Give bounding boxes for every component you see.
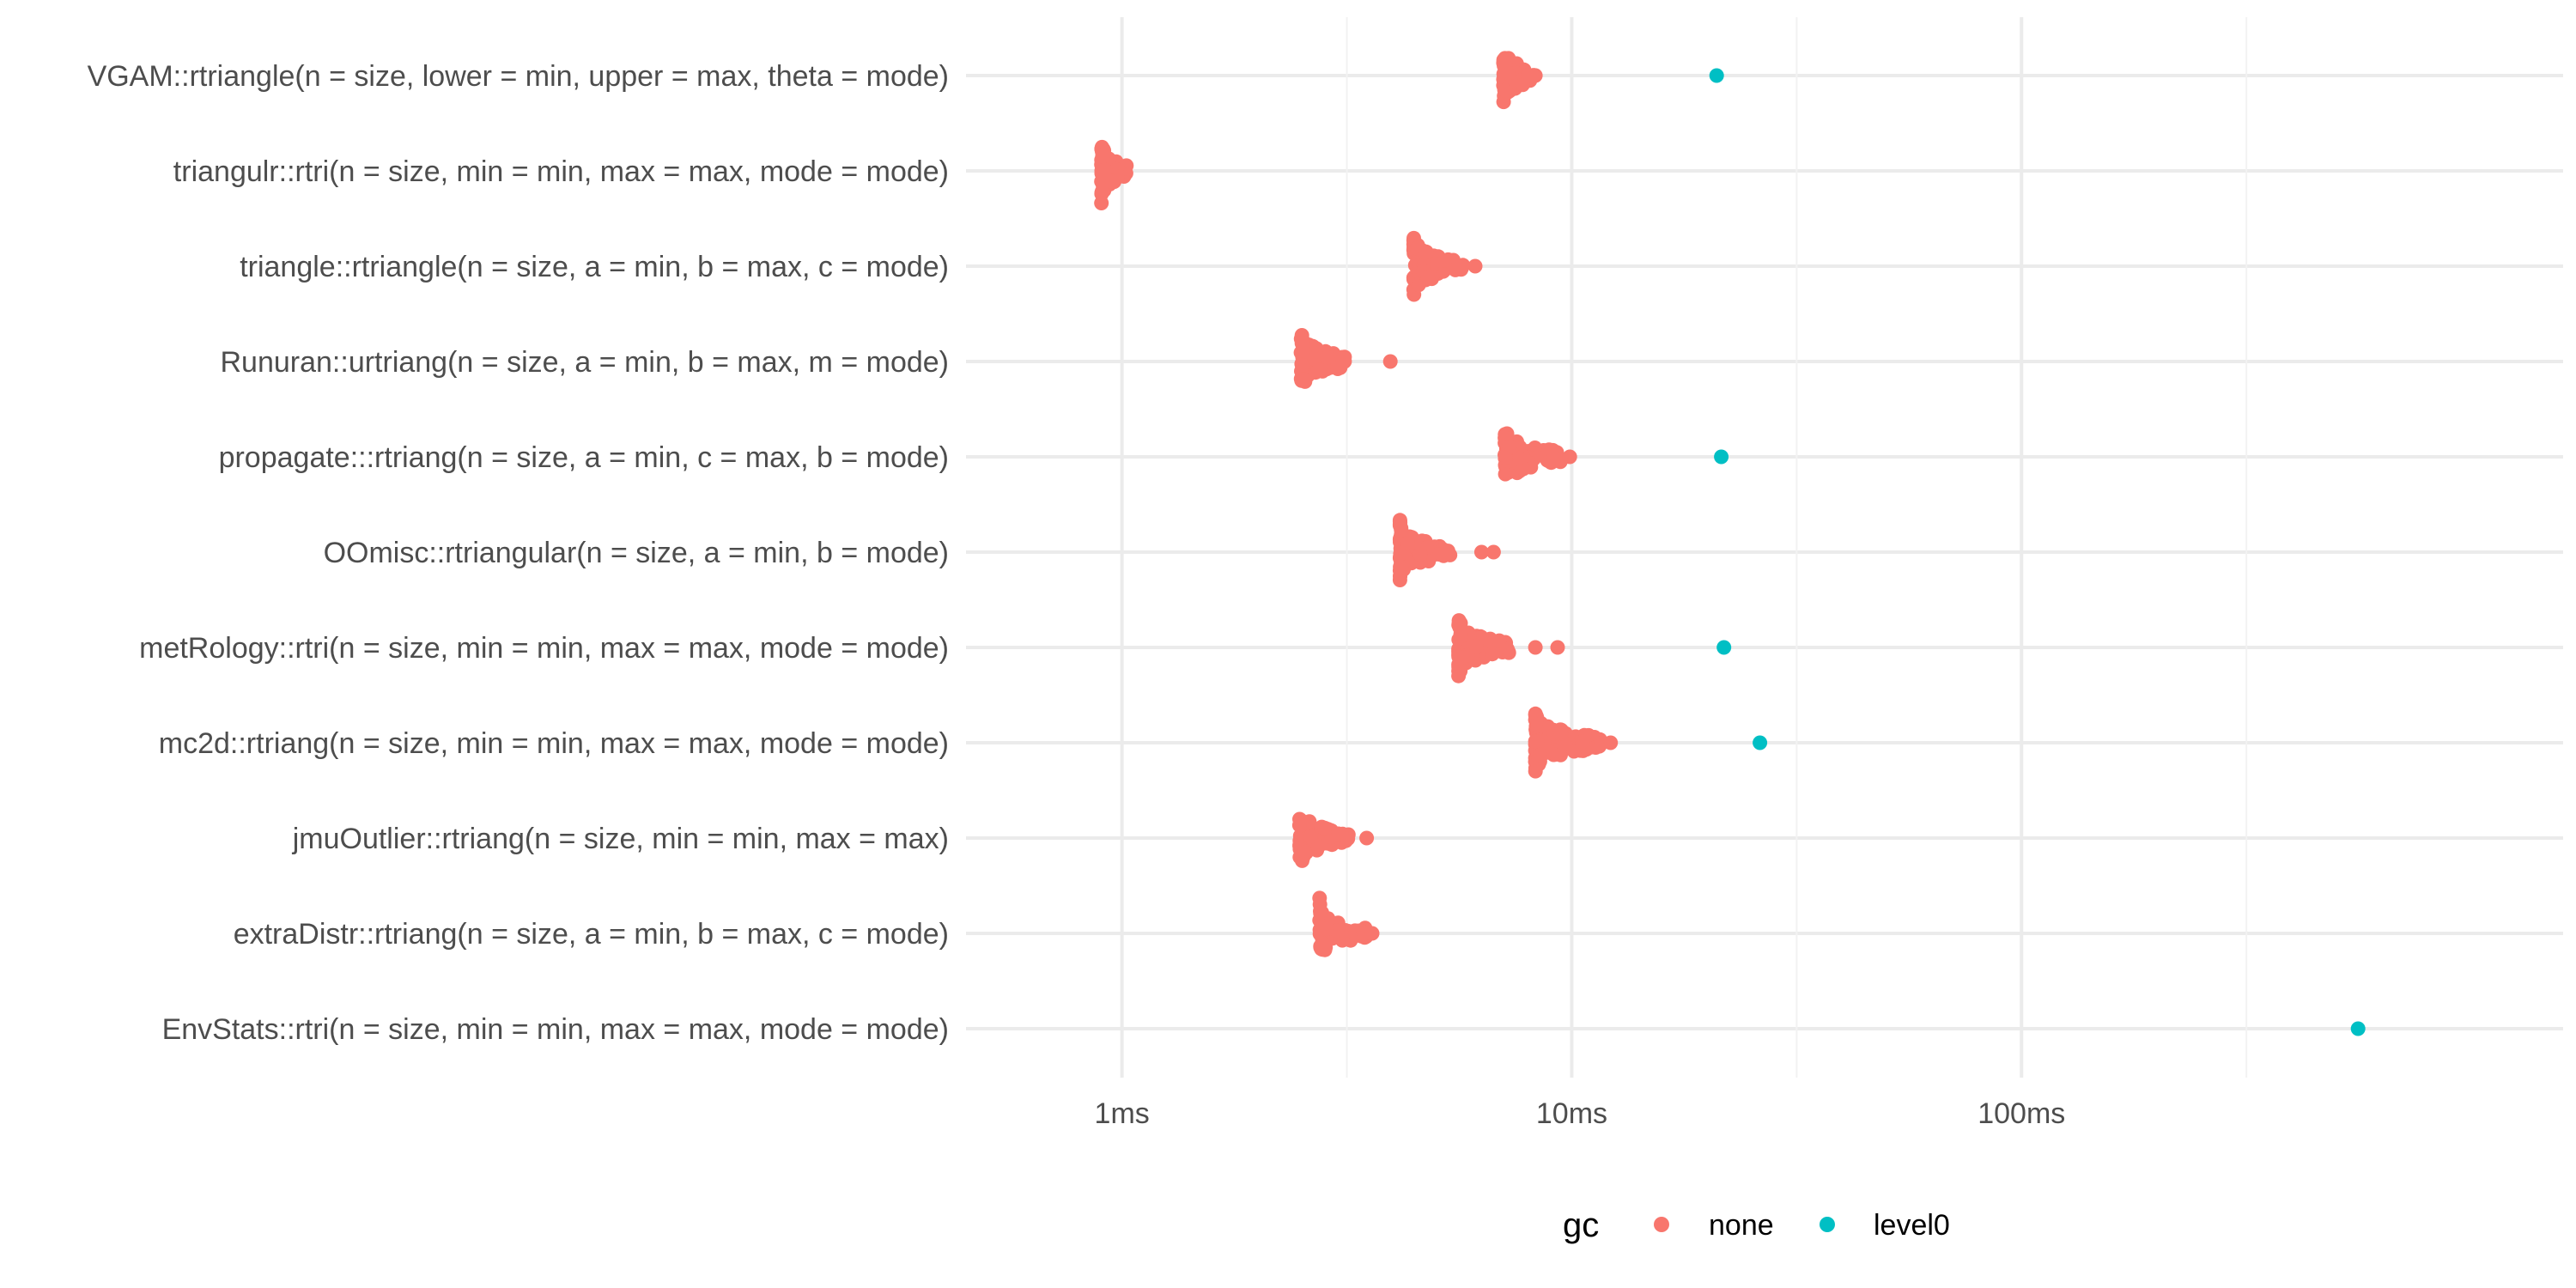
data-point-none xyxy=(1540,719,1556,734)
data-point-none xyxy=(1443,547,1458,562)
data-point-level0 xyxy=(1709,68,1724,83)
data-point-none xyxy=(1553,726,1569,741)
data-point-none xyxy=(1529,717,1545,732)
data-point-none-outlier xyxy=(1528,68,1543,83)
data-point-none xyxy=(1291,817,1307,833)
data-point-none xyxy=(1310,838,1326,854)
data-point-none xyxy=(1297,845,1313,860)
data-point-none xyxy=(1420,270,1436,285)
data-point-none xyxy=(1095,149,1110,164)
legend: gc none level0 xyxy=(1563,1206,1950,1244)
legend-title: gc xyxy=(1563,1206,1599,1244)
x-tick-label: 10ms xyxy=(1536,1097,1607,1130)
data-point-none xyxy=(1575,734,1590,750)
x-axis-tick-labels: 1ms 10ms 100ms xyxy=(1095,1097,2066,1130)
data-point-none xyxy=(1468,639,1484,654)
data-point-none xyxy=(1437,252,1452,268)
data-point-none xyxy=(1498,82,1512,98)
data-point-level0 xyxy=(1714,449,1729,465)
data-point-none xyxy=(1315,936,1331,951)
data-point-none xyxy=(1097,162,1113,178)
data-point-none-outlier xyxy=(1335,354,1351,369)
data-point-level0 xyxy=(1753,735,1768,750)
data-point-none xyxy=(1400,535,1415,550)
data-point-none xyxy=(1317,820,1333,835)
data-point-none xyxy=(1496,55,1511,70)
data-point-none xyxy=(1294,336,1309,351)
data-point-none-outlier xyxy=(1364,926,1380,941)
data-point-none xyxy=(1431,547,1447,562)
category-label: OOmisc::rtriangular(n = size, a = min, b… xyxy=(324,537,949,569)
data-point-none xyxy=(1533,747,1548,762)
data-point-none xyxy=(1455,650,1470,665)
data-point-none-outlier xyxy=(1546,449,1561,465)
category-label: triangulr::rtri(n = size, min = min, max… xyxy=(173,155,949,188)
data-point-level0 xyxy=(2350,1021,2366,1036)
data-point-none xyxy=(1297,372,1312,387)
data-point-none xyxy=(1413,547,1428,562)
data-point-none xyxy=(1340,831,1356,847)
legend-key-none xyxy=(1654,1217,1669,1232)
category-label: mc2d::rtriang(n = size, min = min, max =… xyxy=(159,727,949,760)
data-point-none-outlier xyxy=(1603,735,1619,750)
category-label: Runuran::urtriang(n = size, a = min, b =… xyxy=(221,346,950,379)
data-point-none xyxy=(1485,647,1500,662)
data-point-none-outlier xyxy=(1485,544,1501,560)
category-label: jmuOutlier::rtriang(n = size, min = min,… xyxy=(292,823,949,855)
data-point-none xyxy=(1511,451,1527,466)
data-point-none xyxy=(1104,173,1120,189)
data-point-none xyxy=(1528,763,1543,779)
data-point-none-outlier xyxy=(1382,354,1398,369)
legend-key-level0 xyxy=(1820,1217,1835,1232)
data-point-none xyxy=(1392,513,1407,528)
data-point-none xyxy=(1546,747,1561,762)
data-point-none xyxy=(1452,620,1467,635)
data-point-none-outlier xyxy=(1451,258,1467,274)
data-point-none xyxy=(1529,734,1545,750)
data-point-none-outlier xyxy=(1473,544,1489,560)
data-point-none xyxy=(1419,244,1434,259)
data-point-none xyxy=(1566,744,1582,759)
category-label: VGAM::rtriangle(n = size, lower = min, u… xyxy=(88,60,949,93)
grid-lines xyxy=(966,17,2563,1078)
data-point-none-outlier xyxy=(1359,830,1375,846)
data-point-none xyxy=(1394,562,1410,577)
x-tick-label: 1ms xyxy=(1095,1097,1150,1130)
data-point-none xyxy=(1094,196,1109,210)
legend-label-level0: level0 xyxy=(1874,1209,1950,1242)
category-label: metRology::rtri(n = size, min = min, max… xyxy=(139,632,949,665)
category-labels: VGAM::rtriangle(n = size, lower = min, u… xyxy=(88,60,949,1046)
data-point-none-outlier xyxy=(1550,640,1565,655)
data-point-none xyxy=(1314,905,1329,920)
category-label: triangle::rtriangle(n = size, a = min, b… xyxy=(240,251,949,283)
data-point-none xyxy=(1451,668,1467,683)
data-point-none xyxy=(1313,362,1328,378)
data-point-none xyxy=(1307,351,1322,367)
data-point-none xyxy=(1492,633,1507,648)
data-point-none-outlier xyxy=(1467,258,1483,274)
legend-label-none: none xyxy=(1709,1209,1774,1242)
data-point-none xyxy=(1320,921,1334,937)
data-point-none xyxy=(1498,450,1513,465)
category-label: EnvStats::rtri(n = size, min = min, max … xyxy=(162,1013,949,1046)
data-point-level0 xyxy=(1716,640,1732,655)
data-point-none-outlier xyxy=(1562,449,1577,465)
x-tick-label: 100ms xyxy=(1978,1097,2065,1130)
data-point-none-outlier xyxy=(1528,640,1543,655)
category-label: extraDistr::rtriang(n = size, a = min, b… xyxy=(234,918,949,951)
data-point-none xyxy=(1320,349,1335,365)
data-points xyxy=(1094,51,2366,1036)
category-label: propagate:::rtriang(n = size, a = min, c… xyxy=(219,441,949,474)
